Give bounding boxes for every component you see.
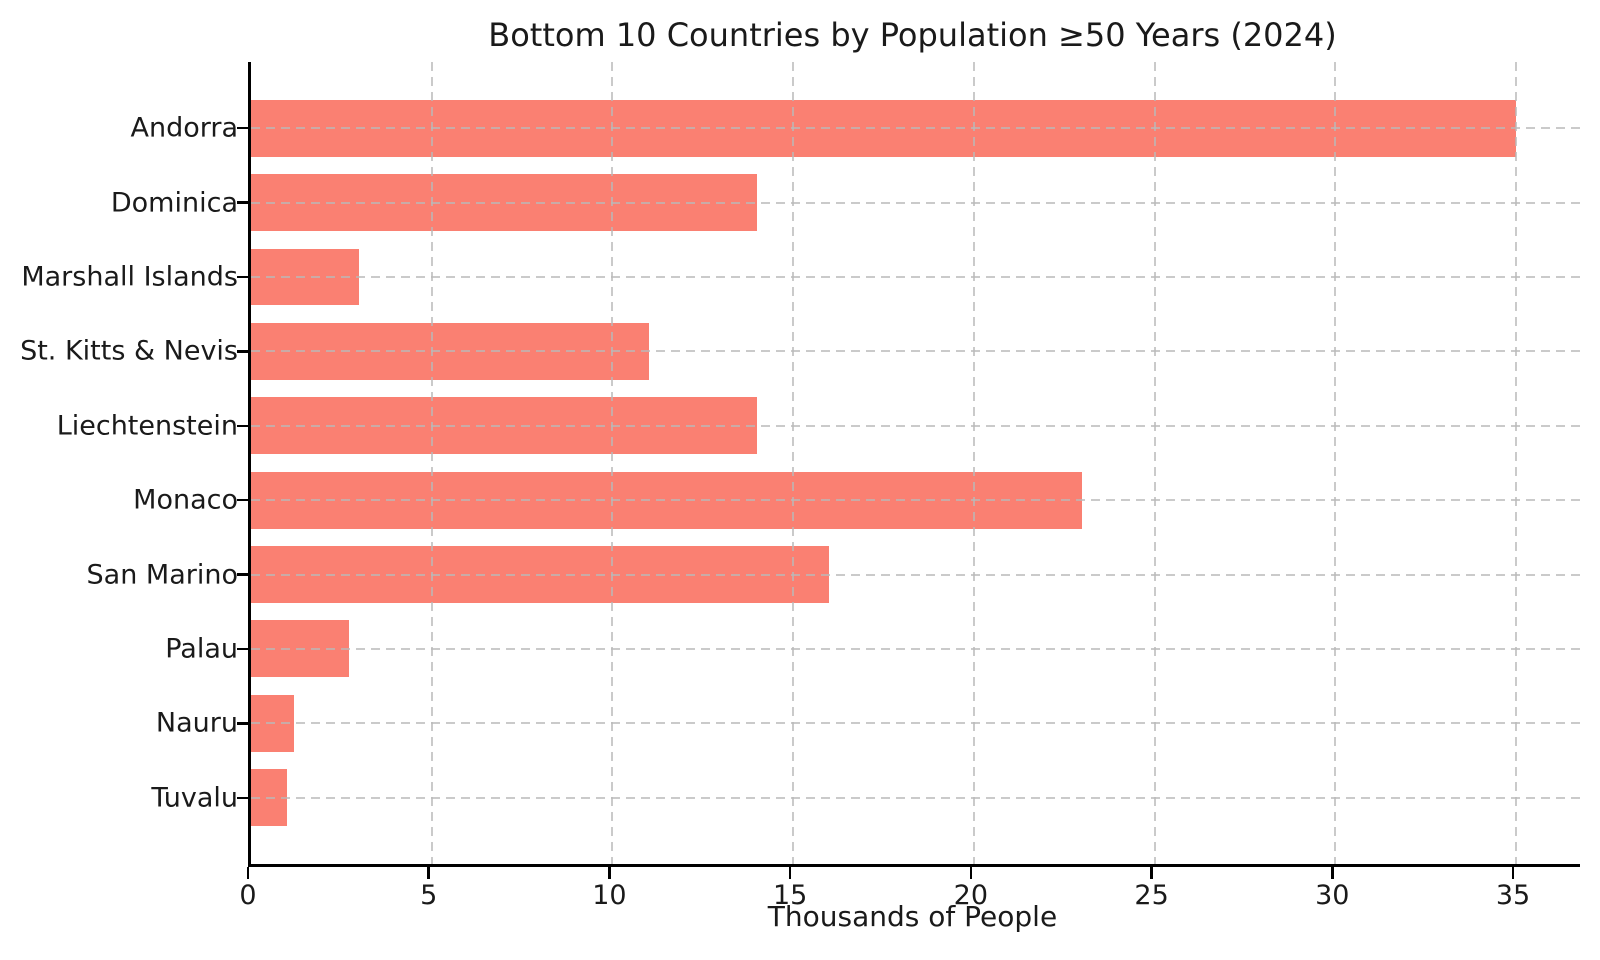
y-tick-mark <box>237 796 249 800</box>
x-tick-label: 10 <box>592 880 627 911</box>
y-tick-label: Tuvalu <box>151 782 238 814</box>
gridline-horizontal <box>251 573 1580 576</box>
gridline-vertical <box>430 62 433 864</box>
x-tick-mark <box>246 867 250 879</box>
y-tick-mark <box>237 722 249 725</box>
gridline-horizontal <box>251 647 1580 650</box>
x-tick-label: 30 <box>1315 880 1350 911</box>
gridline-vertical <box>1515 62 1518 864</box>
x-tick-label: 35 <box>1495 880 1531 911</box>
y-tick-label: San Marino <box>86 559 238 591</box>
y-tick-mark <box>237 647 249 651</box>
y-tick-mark <box>237 350 249 353</box>
gridline-horizontal <box>251 276 1580 278</box>
gridline-vertical <box>611 62 614 864</box>
y-tick-label: Dominica <box>110 187 238 219</box>
gridline-horizontal <box>251 424 1580 427</box>
x-tick-mark <box>788 867 792 879</box>
y-tick-label: St. Kitts & Nevis <box>20 335 238 367</box>
gridline-horizontal <box>251 796 1580 799</box>
y-tick-label: Nauru <box>155 707 238 739</box>
x-tick-mark <box>969 867 973 879</box>
y-tick-label: Liechtenstein <box>56 410 238 442</box>
x-tick-label: 25 <box>1134 880 1169 911</box>
plot-area <box>248 62 1580 867</box>
y-tick-mark <box>237 573 249 576</box>
y-tick-label: Palau <box>165 633 238 665</box>
y-tick-mark <box>237 275 249 279</box>
x-tick-label: 20 <box>953 880 989 911</box>
y-tick-label: Andorra <box>130 112 238 144</box>
x-tick-label: 15 <box>772 880 808 911</box>
gridline-vertical <box>1153 62 1156 864</box>
gridline-horizontal <box>251 201 1580 204</box>
y-tick-label: Marshall Islands <box>21 261 238 293</box>
gridline-horizontal <box>251 722 1580 725</box>
x-tick-label: 5 <box>420 880 438 911</box>
y-tick-mark <box>237 126 249 130</box>
x-tick-mark <box>1150 867 1153 879</box>
gridline-horizontal <box>251 350 1580 353</box>
y-tick-mark <box>237 201 249 204</box>
gridline-vertical <box>1334 62 1337 864</box>
gridline-horizontal <box>251 127 1580 130</box>
gridline-vertical <box>792 62 795 864</box>
y-tick-mark <box>237 498 249 502</box>
x-tick-mark <box>1511 867 1515 879</box>
gridline-horizontal <box>251 499 1580 502</box>
x-tick-label: 0 <box>239 880 257 911</box>
x-tick-mark <box>427 867 430 879</box>
x-axis-label: Thousands of People <box>767 900 1058 933</box>
x-tick-mark <box>1331 867 1334 879</box>
y-tick-label: Monaco <box>133 484 238 516</box>
y-tick-mark <box>237 424 249 428</box>
x-tick-mark <box>608 867 611 879</box>
chart-title: Bottom 10 Countries by Population ≥50 Ye… <box>488 16 1337 54</box>
gridline-vertical <box>972 62 975 864</box>
